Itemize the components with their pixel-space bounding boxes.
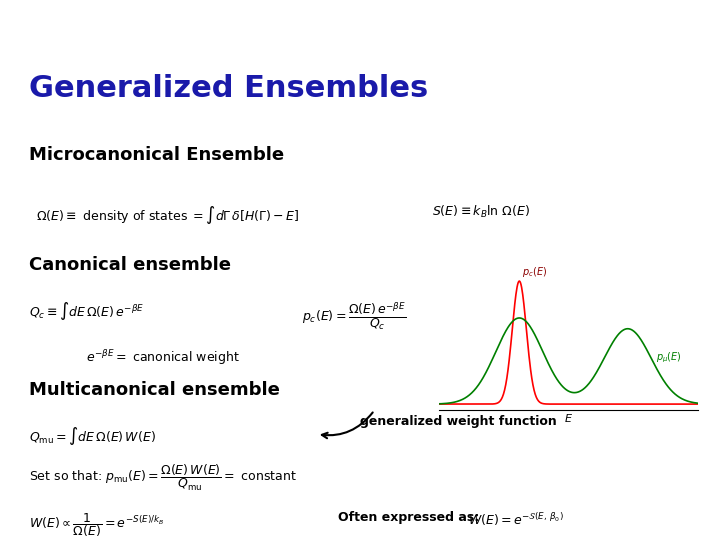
- Text: $S(E) \equiv k_B \ln\,\Omega(E)$: $S(E) \equiv k_B \ln\,\Omega(E)$: [432, 204, 530, 220]
- Text: $Q_c \equiv \int dE\,\Omega(E)\,e^{-\beta E}$: $Q_c \equiv \int dE\,\Omega(E)\,e^{-\bet…: [29, 300, 144, 322]
- Bar: [7, 6, 47, 53]
- Text: $p_{\mu}(E)$: $p_{\mu}(E)$: [656, 350, 682, 364]
- Text: $Q_{\mathrm{mu}} = \int dE\,\Omega(E)\,W(E)$: $Q_{\mathrm{mu}} = \int dE\,\Omega(E)\,W…: [29, 424, 156, 447]
- Text: $e^{-\beta E}=$ canonical weight: $e^{-\beta E}=$ canonical weight: [86, 348, 240, 367]
- Text: Set so that: $p_{\mathrm{mu}}(E) = \dfrac{\Omega(E)\,W(E)}{Q_{\mathrm{mu}}} = $ : Set so that: $p_{\mathrm{mu}}(E) = \dfra…: [29, 463, 297, 493]
- Text: Multicanonical ensemble: Multicanonical ensemble: [29, 381, 279, 400]
- Text: $\Omega(E) \equiv$ density of states $= \int d\Gamma\,\delta[H(\Gamma) - E]$: $\Omega(E) \equiv$ density of states $= …: [36, 204, 300, 226]
- Text: $W(E) \propto \dfrac{1}{\Omega(E)} = e^{-S(E)/k_B}$: $W(E) \propto \dfrac{1}{\Omega(E)} = e^{…: [29, 511, 164, 539]
- Text: Canonical ensemble: Canonical ensemble: [29, 256, 231, 274]
- Text: generalized weight function: generalized weight function: [360, 415, 557, 428]
- Text: $p_c(E)$: $p_c(E)$: [522, 265, 546, 279]
- Text: Microcanonical Ensemble: Microcanonical Ensemble: [29, 146, 284, 164]
- X-axis label: $E$: $E$: [564, 411, 573, 423]
- Text: UNIVERSITY®: UNIVERSITY®: [72, 36, 125, 45]
- Text: Often expressed as:: Often expressed as:: [338, 511, 480, 524]
- Text: Generalized Ensembles: Generalized Ensembles: [29, 74, 428, 103]
- Text: $W(E) = e^{-\mathcal{S}(E,\,\beta_0)}$: $W(E) = e^{-\mathcal{S}(E,\,\beta_0)}$: [468, 511, 564, 528]
- Text: 𝕿: 𝕿: [14, 15, 29, 39]
- Text: TEMPLE: TEMPLE: [72, 10, 151, 28]
- Text: $p_c(E) = \dfrac{\Omega(E)\,e^{-\beta E}}{Q_c}$: $p_c(E) = \dfrac{\Omega(E)\,e^{-\beta E}…: [302, 300, 407, 332]
